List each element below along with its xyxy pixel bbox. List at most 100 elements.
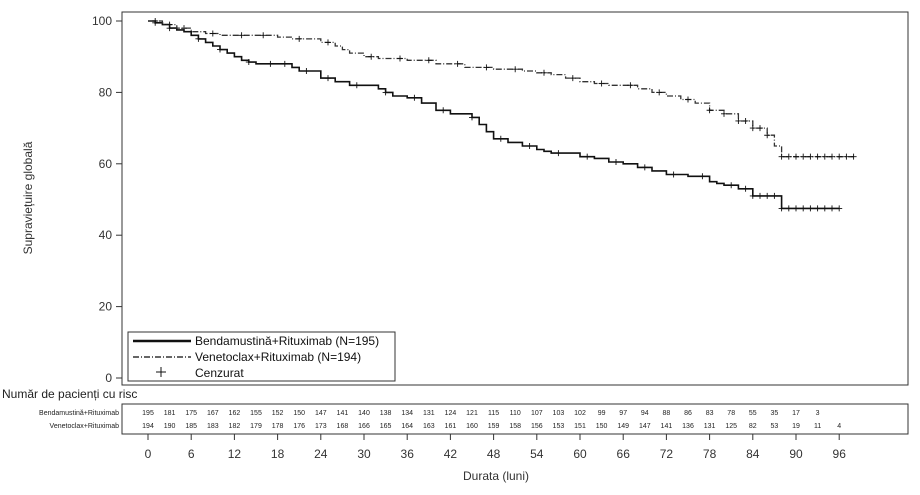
risk-value: 131	[704, 423, 716, 430]
risk-row-label: Venetoclax+Rituximab	[50, 423, 120, 430]
censor-mark	[353, 82, 360, 89]
censor-mark	[555, 150, 562, 157]
x-tick-label: 84	[746, 447, 760, 461]
censor-mark	[411, 94, 418, 101]
censor-mark	[512, 66, 519, 73]
risk-value: 150	[596, 423, 608, 430]
censor-mark	[526, 142, 533, 149]
censor-mark	[627, 82, 634, 89]
censor-mark	[735, 117, 742, 124]
censor-mark	[821, 205, 828, 212]
risk-value: 149	[617, 423, 629, 430]
risk-value: 86	[684, 410, 692, 417]
risk-value: 35	[771, 410, 779, 417]
y-tick-label: 100	[92, 14, 112, 28]
risk-value: 19	[792, 423, 800, 430]
x-tick-label: 6	[188, 447, 195, 461]
risk-value: 3	[816, 410, 820, 417]
x-tick-label: 42	[444, 447, 458, 461]
risk-value: 182	[229, 423, 241, 430]
x-tick-label: 18	[271, 447, 285, 461]
censor-mark	[296, 35, 303, 42]
censor-mark	[598, 80, 605, 87]
risk-value: 166	[358, 423, 370, 430]
risk-value: 17	[792, 410, 800, 417]
censor-mark	[195, 35, 202, 42]
censor-mark	[382, 89, 389, 96]
risk-value: 152	[272, 410, 284, 417]
risk-value: 156	[531, 423, 543, 430]
legend-label-bendamustine: Bendamustină+Rituximab (N=195)	[195, 334, 379, 348]
censor-mark	[728, 182, 735, 189]
censor-mark	[685, 96, 691, 103]
censor-mark	[764, 132, 771, 139]
risk-value: 195	[142, 410, 154, 417]
x-tick-label: 12	[228, 447, 242, 461]
risk-value: 164	[401, 423, 413, 430]
risk-value: 55	[749, 410, 757, 417]
censor-mark	[267, 60, 274, 67]
censor-mark	[397, 55, 403, 62]
censor-mark	[656, 89, 663, 96]
censor-mark	[641, 164, 648, 171]
x-tick-label: 66	[617, 447, 631, 461]
censor-mark	[303, 67, 310, 74]
x-tick-label: 54	[530, 447, 544, 461]
risk-value: 78	[727, 410, 735, 417]
risk-value: 147	[315, 410, 327, 417]
censor-mark	[843, 153, 850, 160]
censor-mark	[584, 153, 591, 160]
risk-value: 99	[598, 410, 606, 417]
risk-value: 121	[466, 410, 478, 417]
censor-mark	[541, 69, 547, 76]
censor-mark	[209, 30, 216, 37]
risk-value: 178	[272, 423, 284, 430]
legend-censor-marker	[156, 367, 166, 377]
y-axis: 0 20 40 60 80 100	[92, 14, 122, 385]
censor-mark	[778, 153, 785, 160]
risk-value: 141	[661, 423, 673, 430]
censor-mark	[764, 192, 771, 199]
censor-mark	[699, 173, 706, 180]
censor-mark	[569, 75, 576, 82]
risk-value: 53	[771, 423, 779, 430]
survival-curves	[148, 20, 854, 210]
risk-value: 110	[510, 410, 521, 417]
risk-value: 153	[553, 423, 565, 430]
risk-value: 125	[725, 423, 737, 430]
risk-value: 97	[619, 410, 627, 417]
risk-value: 103	[553, 410, 565, 417]
censor-mark	[814, 153, 821, 160]
risk-value: 163	[423, 423, 435, 430]
x-tick-label: 36	[401, 447, 415, 461]
x-tick-label: 24	[314, 447, 328, 461]
censor-mark	[454, 60, 461, 67]
risk-value: 185	[185, 423, 197, 430]
censor-mark	[742, 185, 749, 192]
censor-mark	[260, 32, 267, 39]
risk-value: 161	[445, 423, 457, 430]
censor-mark	[670, 171, 677, 178]
censor-mark	[836, 205, 843, 212]
x-axis-title: Durata (luni)	[463, 469, 529, 483]
censor-marks	[152, 18, 857, 212]
risk-value: 136	[682, 423, 694, 430]
risk-value: 131	[423, 410, 435, 417]
censor-mark	[829, 153, 835, 160]
censor-mark	[152, 18, 159, 24]
censor-mark	[821, 153, 828, 160]
censor-mark	[793, 205, 799, 212]
censor-mark	[757, 125, 763, 132]
risk-value: 11	[814, 423, 821, 430]
y-tick-label: 80	[99, 85, 113, 99]
risk-value: 181	[164, 410, 176, 417]
risk-value: 88	[663, 410, 671, 417]
risk-value: 173	[315, 423, 327, 430]
x-tick-label: 72	[660, 447, 674, 461]
legend-label-venetoclax: Venetoclax+Rituximab (N=194)	[195, 350, 361, 364]
censor-mark	[281, 60, 288, 67]
censor-mark	[800, 205, 807, 212]
censor-mark	[829, 205, 835, 212]
y-tick-label: 20	[99, 300, 113, 314]
risk-value: 115	[488, 410, 499, 417]
